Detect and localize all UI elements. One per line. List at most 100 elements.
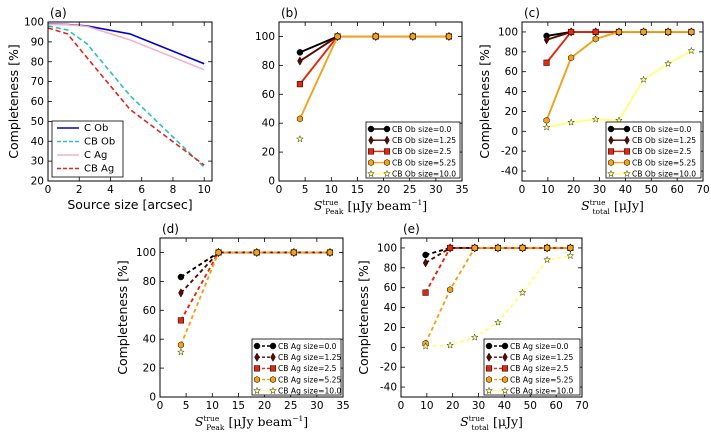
y-tick-label: 40 [31,136,44,148]
data-point [592,28,599,35]
y-tick-label: -20 [501,146,518,158]
x-tick-label: 0 [398,400,405,412]
legend-marker [501,342,509,350]
legend-label: CB Ag [84,163,114,174]
legend-label: CB Ob size=1.25 [392,136,456,145]
series-line [180,251,330,321]
y-tick-label: 0 [268,176,275,188]
data-point [543,35,550,45]
x-tick-label: 0 [519,184,526,196]
x-tick-label: 60 [670,184,683,196]
data-point [326,248,333,256]
panel-label: (b) [281,6,298,20]
x-tick-label: 10 [198,184,211,196]
legend-label: CB Ag size=1.25 [278,353,342,362]
legend-marker [269,386,277,395]
x-tick-label: 50 [645,184,658,196]
y-tick-label: 40 [262,118,275,130]
data-point [372,32,379,40]
x-tick-label: 0 [157,400,164,412]
y-tick-label: -40 [380,382,397,394]
x-tick-label: 20 [446,400,459,412]
legend: CB Ob size=0.0 CB Ob size=1.25 CB Ob size=… [605,121,702,179]
legend-marker [270,352,276,362]
y-axis-label: Completeness [%] [6,44,21,158]
data-point [290,248,297,256]
data-point [688,28,695,36]
legend-marker [384,135,390,145]
data-point [296,115,303,123]
legend-marker [502,352,508,362]
x-tick-label: 2 [76,184,83,196]
y-tick-label: 100 [498,26,518,38]
data-point [297,56,303,66]
series-line [48,23,205,65]
legend-marker [269,376,277,384]
y-tick-label: 80 [505,46,518,58]
data-point [253,248,260,256]
data-point [519,244,526,252]
x-tick-label: 60 [549,400,562,412]
data-point [615,28,622,36]
data-point [445,32,452,40]
data-point [422,258,429,268]
data-point [177,341,184,349]
x-tick-label: 15 [351,184,364,196]
x-tick-label: 15 [232,400,245,412]
y-axis-label: Completeness [%] [115,260,130,374]
legend-label: CB Ag size=2.5 [510,364,569,373]
data-point [177,317,184,324]
legend-marker [501,386,509,395]
data-point [544,244,551,252]
legend: CB Ag size=0.0 CB Ag size=1.25 CB Ag size=… [483,338,581,396]
axes-frame [521,21,704,182]
legend-label: CB Ag size=5.25 [510,375,574,384]
legend-marker [501,365,509,372]
legend-marker [253,376,261,384]
y-tick-label: 80 [31,56,44,68]
y-tick-label: 20 [262,147,275,159]
legend-label: CB Ob size=0.0 [392,125,451,134]
series-line [180,251,330,278]
legend-marker [253,386,261,395]
y-tick-label: 100 [255,31,275,43]
y-tick-label: 60 [384,282,397,294]
data-point [334,32,341,40]
data-point [215,248,222,256]
x-axis-label: Strue total [μJy] [581,198,644,216]
legend-marker [254,352,260,362]
data-point [177,348,185,356]
legend-marker [486,352,492,362]
x-tick-label: 0 [276,184,283,196]
legend: CB Ag size=0.0 CB Ag size=1.25 CB Ag size=… [251,338,342,396]
y-tick-label: 80 [384,262,397,274]
y-tick-label: -20 [380,362,397,374]
legend-label: CB Ob size=10.0 [392,170,456,179]
series-line [299,35,449,120]
data-point [296,81,303,88]
data-point [177,273,185,281]
data-point [422,251,429,259]
legend-marker [485,386,493,395]
axes-frame [278,21,463,182]
x-tick-label: 40 [498,400,511,412]
legend-marker [623,148,631,155]
legend-label: CB Ob size=10.0 [632,170,696,179]
legend-marker [485,342,493,350]
legend-label: CB Ag size=1.25 [510,353,574,362]
x-tick-label: 30 [429,184,442,196]
data-point [447,286,454,294]
y-axis-label: Completeness [%] [477,44,492,158]
y-tick-label: 80 [143,276,156,288]
y-tick-label: 90 [31,36,44,48]
legend-marker [607,169,615,178]
y-tick-label: 40 [143,334,156,346]
legend-marker [383,159,391,167]
x-tick-label: 25 [284,400,297,412]
legend-frame [365,121,461,179]
x-axis-label: Strue Peak [μJy beam−1] [314,198,427,216]
series-line [546,49,692,129]
data-point [518,288,527,296]
data-point [296,49,304,56]
data-point [446,341,454,349]
